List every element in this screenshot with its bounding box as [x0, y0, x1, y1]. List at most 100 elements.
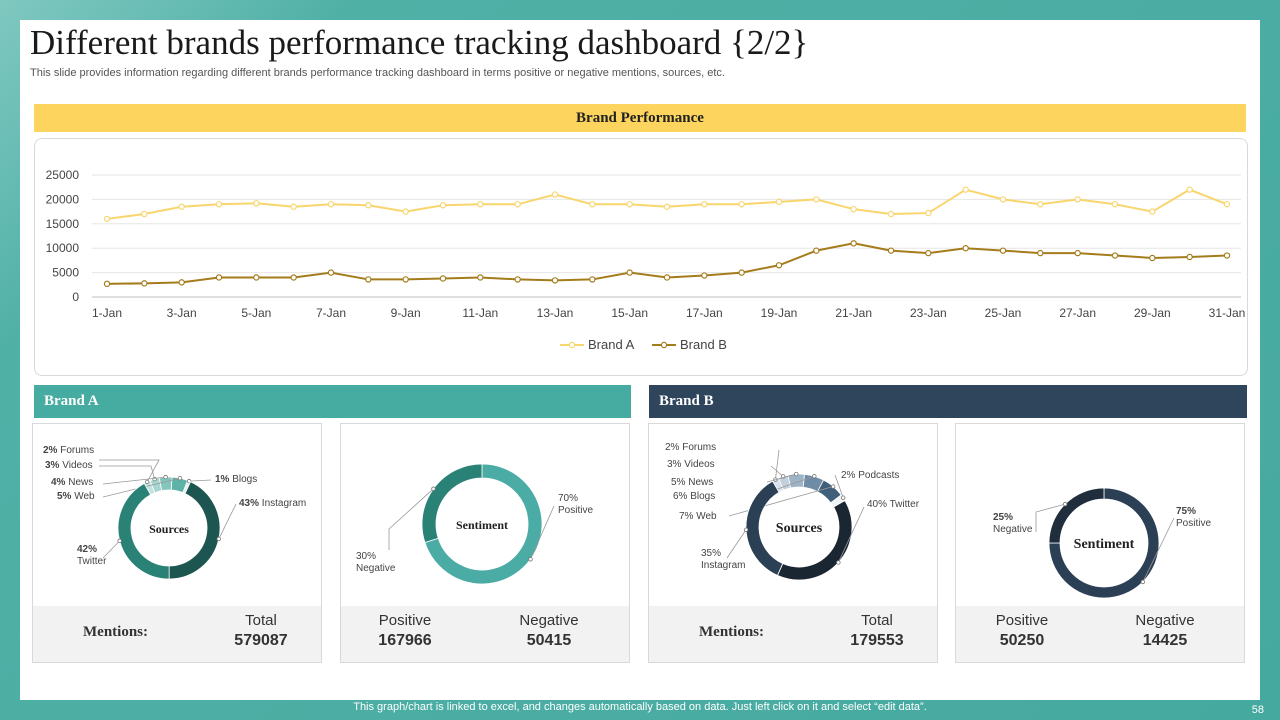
- donut-center-label: Sentiment: [1074, 537, 1135, 552]
- data-point: [925, 249, 932, 257]
- data-label-pct: 3%: [667, 459, 682, 470]
- data-point: [589, 201, 596, 208]
- x-tick-label: 29-Jan: [1134, 306, 1171, 320]
- donut-slice-instagram: [745, 480, 784, 576]
- data-point: [514, 276, 521, 283]
- data-point: [1186, 253, 1193, 261]
- data-label: 1% Blogs: [215, 474, 257, 485]
- brand-a-negative: Negative 50415: [489, 612, 609, 650]
- data-label: 70% Positive: [558, 493, 593, 516]
- data-point: [253, 200, 260, 207]
- data-point: [439, 202, 447, 209]
- data-label-pct: 43%: [239, 498, 259, 509]
- data-label-pct: 3%: [45, 460, 60, 471]
- data-label-name: Twitter: [77, 556, 107, 567]
- brand-b-negative-value: 14425: [1142, 632, 1188, 649]
- brand-a-sources-donut[interactable]: 2% Forums 3% Videos 4% News 5% Web 1% Blogs 4…: [33, 424, 323, 608]
- data-point: [738, 201, 745, 208]
- leader-dot: [743, 527, 749, 532]
- brand-a-header: Brand A: [34, 385, 631, 418]
- brand-a-sentiment-card: 70% Positive 30% Negative Sentiment Positive…: [340, 423, 630, 663]
- data-point: [850, 240, 857, 247]
- x-tick-label: 7-Jan: [316, 306, 346, 320]
- data-label: 2% Forums: [43, 445, 94, 456]
- data-label-pct: 30%: [356, 551, 376, 562]
- data-point: [887, 210, 895, 218]
- brand-b-total-label: Total: [861, 612, 893, 629]
- data-label-pct: 2%: [43, 445, 58, 456]
- data-point: [775, 262, 783, 269]
- data-point: [663, 274, 671, 281]
- data-label-pct: 2%: [841, 470, 856, 481]
- data-label-name: Negative: [356, 563, 396, 574]
- brand-b-sentiment-card: 75% Positive 25% Negative Sentiment Positive…: [955, 423, 1245, 663]
- page-title: Different brands performance tracking da…: [30, 23, 809, 62]
- leader-dot: [794, 471, 799, 477]
- x-tick-label: 11-Jan: [462, 306, 498, 320]
- y-tick-label: 15000: [46, 217, 80, 231]
- data-point: [477, 201, 484, 208]
- data-label-pct: 7%: [679, 511, 694, 522]
- data-point: [402, 208, 409, 215]
- data-label-name: News: [65, 477, 93, 488]
- legend-marker: [568, 341, 576, 349]
- leader-line: [99, 459, 160, 483]
- data-point: [1074, 196, 1081, 203]
- x-tick-label: 21-Jan: [835, 306, 872, 320]
- data-label-pct: 2%: [665, 442, 680, 453]
- data-point: [103, 280, 111, 288]
- x-tick-label: 3-Jan: [167, 306, 197, 320]
- brand-performance-header: Brand Performance: [34, 104, 1246, 132]
- data-label: 2% Forums: [665, 442, 716, 453]
- leader-dot: [163, 474, 168, 480]
- x-tick-label: 17-Jan: [686, 306, 723, 320]
- leader-line: [102, 540, 120, 559]
- data-point: [701, 201, 708, 208]
- data-point: [962, 186, 969, 193]
- data-point: [1037, 201, 1044, 208]
- y-tick-label: 5000: [52, 266, 79, 280]
- leader-line: [530, 505, 555, 560]
- brand-b-sources-donut[interactable]: 2% Forums 3% Videos 5% News 6% Blogs 7% Web 2…: [649, 424, 939, 608]
- data-label: 6% Blogs: [673, 491, 715, 502]
- legend-item-brand-b: Brand B: [652, 337, 727, 352]
- x-tick-label: 19-Jan: [761, 306, 798, 320]
- leader-dot: [144, 479, 150, 485]
- data-label-pct: 25%: [993, 512, 1013, 523]
- brand-performance-line-chart[interactable]: 0 5000 10000 15000 20000 25000 1-Jan 3-Jan 5-Jan…: [35, 139, 1247, 375]
- x-tick-label: 27-Jan: [1059, 306, 1096, 320]
- brand-a-sentiment-donut[interactable]: 70% Positive 30% Negative Sentiment: [341, 424, 631, 608]
- leader-line: [726, 529, 747, 559]
- brand-b-sentiment-donut[interactable]: 75% Positive 25% Negative Sentiment: [956, 424, 1246, 608]
- leader-line: [728, 486, 834, 517]
- y-tick-label: 10000: [46, 241, 80, 255]
- data-label: 2% Podcasts: [841, 470, 899, 481]
- brand-a-total: Total 579087: [201, 612, 321, 650]
- x-tick-label: 23-Jan: [910, 306, 947, 320]
- data-label-name: Instagram: [701, 560, 745, 571]
- data-point: [1074, 249, 1081, 257]
- x-tick-label: 9-Jan: [391, 306, 421, 320]
- brand-b-total-value: 179553: [850, 632, 904, 649]
- brand-a-positive-value: 167966: [378, 632, 432, 649]
- data-label-name: Positive: [1176, 518, 1211, 529]
- donut-center-label: Sentiment: [456, 518, 508, 532]
- leader-dot: [812, 474, 817, 479]
- data-point: [365, 276, 372, 283]
- brand-performance-title: Brand Performance: [576, 109, 704, 126]
- data-point: [813, 196, 820, 203]
- line-chart-container[interactable]: 0 5000 10000 15000 20000 25000 1-Jan 3-Jan 5-Jan…: [34, 138, 1248, 376]
- leader-dot: [831, 484, 836, 489]
- data-point: [141, 280, 148, 287]
- brand-a-mentions-label: Mentions:: [83, 624, 148, 640]
- data-label: 43% Instagram: [239, 498, 306, 509]
- leader-line: [1142, 517, 1175, 583]
- data-label: 35% Instagram: [701, 548, 745, 571]
- data-label-name: Blogs: [687, 491, 715, 502]
- donut-slice-twitter: [776, 499, 853, 581]
- data-label-name: Videos: [59, 460, 92, 471]
- data-point: [1223, 252, 1231, 259]
- brand-b-total: Total 179553: [817, 612, 937, 650]
- data-label-name: Web: [71, 491, 95, 502]
- brand-a-sources-card: 2% Forums 3% Videos 4% News 5% Web 1% Blogs 4…: [32, 423, 322, 663]
